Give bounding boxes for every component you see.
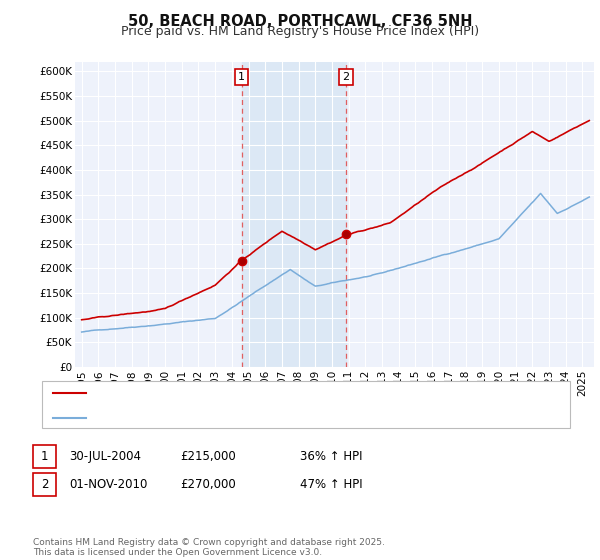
Text: £270,000: £270,000 (180, 478, 236, 491)
Text: 2: 2 (41, 478, 48, 491)
Text: 50, BEACH ROAD, PORTHCAWL, CF36 5NH: 50, BEACH ROAD, PORTHCAWL, CF36 5NH (128, 14, 472, 29)
Text: 01-NOV-2010: 01-NOV-2010 (69, 478, 148, 491)
Text: 1: 1 (41, 450, 48, 463)
Text: HPI: Average price, detached house, Bridgend: HPI: Average price, detached house, Brid… (93, 413, 350, 423)
Text: Contains HM Land Registry data © Crown copyright and database right 2025.
This d: Contains HM Land Registry data © Crown c… (33, 538, 385, 557)
Text: £215,000: £215,000 (180, 450, 236, 463)
Text: 36% ↑ HPI: 36% ↑ HPI (300, 450, 362, 463)
Bar (242, 62, 346, 367)
Text: 47% ↑ HPI: 47% ↑ HPI (300, 478, 362, 491)
Text: 2: 2 (343, 72, 350, 82)
Text: 30-JUL-2004: 30-JUL-2004 (69, 450, 141, 463)
Text: 1: 1 (238, 72, 245, 82)
Text: Price paid vs. HM Land Registry's House Price Index (HPI): Price paid vs. HM Land Registry's House … (121, 25, 479, 38)
Text: 50, BEACH ROAD, PORTHCAWL, CF36 5NH (detached house): 50, BEACH ROAD, PORTHCAWL, CF36 5NH (det… (93, 388, 429, 398)
